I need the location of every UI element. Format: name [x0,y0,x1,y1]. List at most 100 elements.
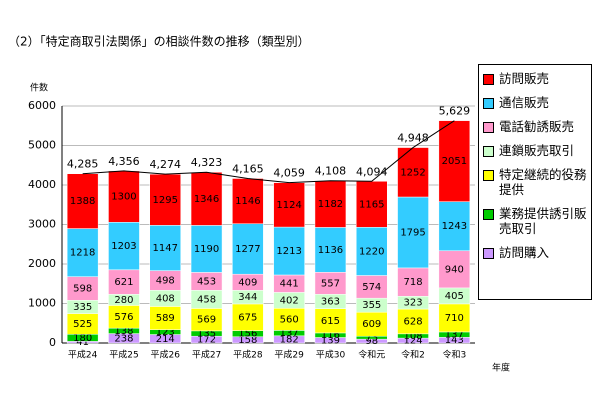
legend-item: 通信販売 [483,95,587,110]
data-label: 1346 [194,194,219,205]
bar-segment [397,308,429,335]
data-label: 180 [73,333,92,344]
data-label: 1190 [194,244,219,255]
data-label: 116 [321,330,340,341]
bar-segment [356,311,388,337]
legend-label: 連鎖販売取引 [499,143,575,158]
x-tick-label: 令和元 [358,349,385,361]
data-label: 172 [197,335,216,346]
x-tick-label: 平成28 [233,349,263,361]
data-label: 1165 [359,199,384,210]
x-tick-label: 平成29 [274,349,304,361]
bar-segment [397,196,429,269]
bar-segment [108,269,140,295]
bar-segment [232,223,264,275]
data-label: 675 [238,312,257,323]
legend-label: 訪問購入 [499,245,550,260]
x-tick-label: 平成30 [316,349,346,361]
bar-segment [356,227,388,276]
data-label: 574 [362,282,381,293]
total-label: 4,165 [232,162,264,175]
data-label: 458 [197,294,216,305]
data-label: 569 [197,315,216,326]
data-label: 402 [280,295,299,306]
data-label: 560 [280,314,299,325]
y-tick-label: 2000 [28,257,56,270]
data-label: 1182 [318,199,343,210]
bar-segment [149,173,181,226]
legend-label: 業務提供誘引販売取引 [499,206,587,236]
bar-segment [108,222,140,271]
legend-item: 連鎖販売取引 [483,143,587,158]
data-label: 108 [404,331,423,342]
data-label: 1795 [400,227,425,238]
data-label: 1252 [400,167,425,178]
bar-segment [314,180,347,228]
bar-segment [273,182,305,228]
total-label: 4,108 [315,165,347,178]
data-label: 1388 [70,196,95,207]
y-tick-label: 4000 [28,178,56,191]
bar-segment [232,303,264,331]
legend-swatch [483,146,494,157]
data-label: 1300 [111,192,136,203]
data-label: 156 [238,329,257,340]
bar-segment [397,267,429,297]
bar-segment [66,173,99,229]
legend-swatch [483,170,494,181]
bar-segment [66,228,99,277]
data-label: 1213 [276,246,301,257]
data-label: 718 [404,277,423,288]
data-label: 1295 [153,195,178,206]
data-label: 139 [321,335,340,346]
legend-item: 訪問販売 [483,71,587,86]
bar-segment [438,120,471,202]
data-label: 1243 [442,221,467,232]
legend-swatch [483,209,494,220]
legend-swatch [483,74,494,85]
x-tick-label: 平成26 [151,349,181,361]
data-label: 628 [404,316,423,327]
data-label: 355 [362,300,381,311]
data-label: 137 [280,328,299,339]
data-label: 280 [114,295,133,306]
y-tick-label: 5000 [28,139,56,152]
legend-label: 電話勧誘販売 [499,119,575,134]
data-label: 589 [156,313,175,324]
total-label: 4,323 [191,156,223,169]
data-label: 940 [445,264,464,275]
data-label: 335 [73,302,92,313]
chart-title: （2）「特定商取引法関係」の相談件数の推移（類型別） [8,34,310,49]
total-line [82,120,455,184]
data-label: 138 [114,326,133,337]
total-label: 4,094 [356,165,388,178]
total-label: 4,948 [397,132,429,145]
data-label: 1220 [359,246,384,257]
data-label: 525 [73,319,92,330]
x-tick-label: 令和2 [401,349,425,361]
data-label: 323 [404,298,423,309]
bar-segment [438,201,471,252]
data-label: 41 [76,337,89,348]
x-tick-label: 令和3 [442,349,466,361]
bar-segment [190,225,223,273]
data-label: 576 [114,312,133,323]
legend-label: 訪問販売 [499,71,550,86]
y-tick-label: 6000 [28,99,56,112]
total-label: 4,059 [273,167,305,180]
x-tick-label: 平成25 [109,349,138,361]
bar-segment [149,225,181,271]
data-label: 1218 [70,248,95,259]
x-axis-label: 年度 [492,362,510,374]
legend-item: 訪問購入 [483,245,587,260]
y-axis-label: 件数 [30,82,48,94]
data-label: 1124 [276,200,301,211]
data-label: 143 [445,335,464,346]
data-label: 73 [365,333,378,344]
legend-swatch [483,98,494,109]
data-label: 238 [114,333,133,344]
data-label: 453 [197,276,216,287]
data-label: 615 [321,316,340,327]
legend-swatch [483,248,494,259]
